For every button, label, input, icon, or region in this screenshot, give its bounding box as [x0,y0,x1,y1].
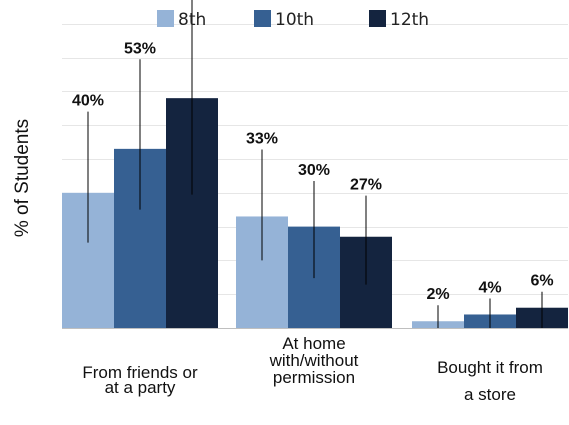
data-label: 53% [124,40,156,57]
legend-swatch-12th [369,10,386,27]
category-label: Bought it from a store [437,358,543,404]
data-label: 6% [530,273,553,290]
data-label: 4% [478,279,501,296]
error-bars [87,0,543,328]
category-label: From friends or at a party [82,363,198,397]
category-label: At home with/without permission [269,334,359,387]
data-label: 33% [246,131,278,148]
data-label: 40% [72,93,104,110]
data-label: 27% [350,177,382,194]
data-label: 2% [426,286,449,303]
y-axis-title: % of Students [12,119,33,237]
data-label: 30% [298,162,330,179]
data-labels: 40%33%2%53%30%4%68%27%6% [72,40,554,303]
legend-label-10th: 10th [275,10,314,30]
legend-label-8th: 8th [178,10,206,30]
legend-label-12th: 12th [390,10,429,30]
legend: 8th 10th 12th [157,10,429,30]
category-labels: From friends or at a party At home with/wit… [82,334,543,404]
legend-swatch-8th [157,10,174,27]
legend-swatch-10th [254,10,271,27]
